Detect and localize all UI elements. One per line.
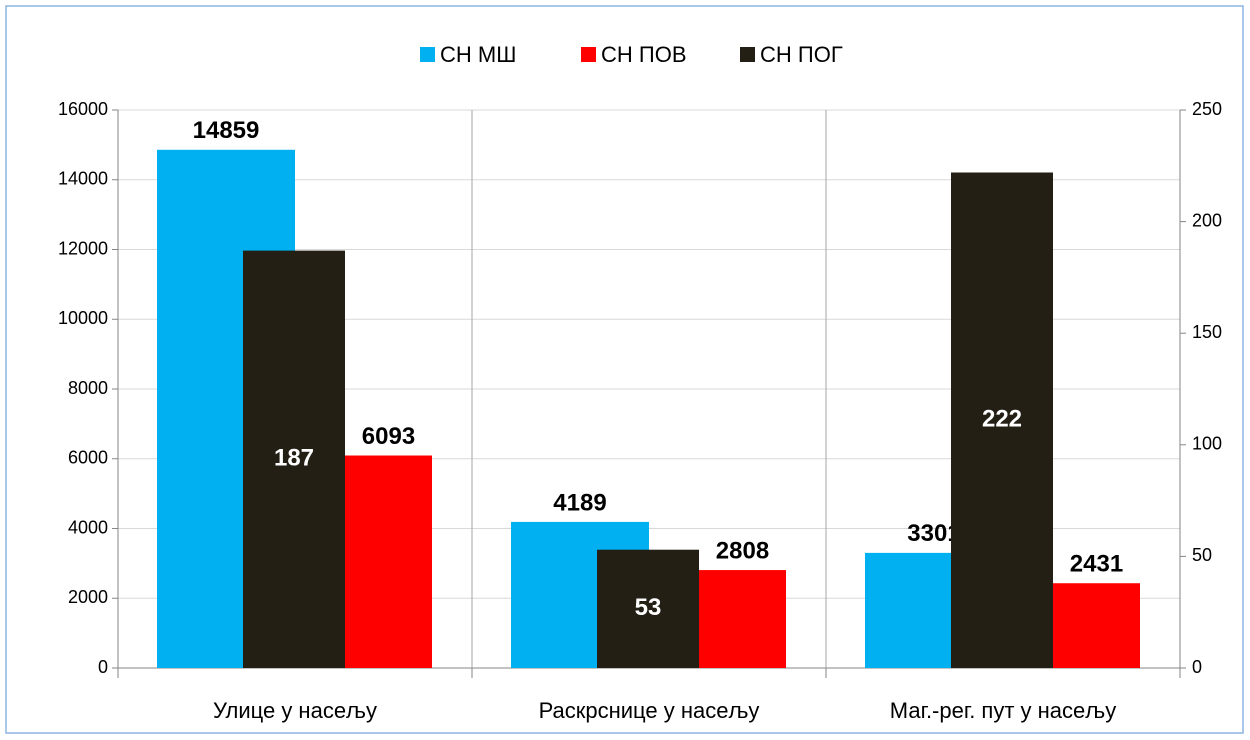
value-label: 2431 bbox=[1070, 551, 1123, 578]
value-label: 2808 bbox=[716, 537, 769, 564]
y2-tick-label: 100 bbox=[1192, 434, 1222, 454]
bar bbox=[699, 570, 786, 668]
legend-label: СН МШ bbox=[440, 42, 516, 67]
x-tick-label: Раскрснице у насељу bbox=[539, 698, 760, 723]
value-label: 187 bbox=[274, 445, 314, 472]
y2-tick-label: 0 bbox=[1192, 657, 1202, 677]
y-tick-label: 0 bbox=[98, 657, 108, 677]
y2-tick-label: 250 bbox=[1192, 99, 1222, 119]
y2-tick-label: 50 bbox=[1192, 545, 1212, 565]
y-tick-label: 10000 bbox=[58, 308, 108, 328]
value-label: 6093 bbox=[362, 423, 415, 450]
value-label: 14859 bbox=[193, 117, 260, 144]
y-tick-label: 8000 bbox=[68, 378, 108, 398]
bar bbox=[345, 455, 432, 668]
legend-label: СН ПОГ bbox=[760, 42, 843, 67]
y-tick-label: 16000 bbox=[58, 99, 108, 119]
x-tick-label: Улице у насељу bbox=[213, 698, 377, 723]
legend-label: СН ПОВ bbox=[601, 42, 687, 67]
y-tick-label: 2000 bbox=[68, 587, 108, 607]
y2-tick-label: 200 bbox=[1192, 210, 1222, 230]
bar bbox=[951, 172, 1053, 668]
y-tick-label: 6000 bbox=[68, 448, 108, 468]
y2-tick-label: 150 bbox=[1192, 322, 1222, 342]
y-tick-label: 14000 bbox=[58, 169, 108, 189]
legend-swatch bbox=[581, 47, 596, 62]
legend-swatch bbox=[420, 47, 435, 62]
value-label: 222 bbox=[982, 406, 1022, 433]
bar bbox=[597, 549, 699, 668]
value-label: 4189 bbox=[553, 489, 606, 516]
bar bbox=[243, 250, 345, 668]
x-tick-label: Маг.-рег. пут у насељу bbox=[890, 698, 1116, 723]
value-label: 53 bbox=[635, 594, 662, 621]
legend-swatch bbox=[740, 47, 755, 62]
y-tick-label: 4000 bbox=[68, 517, 108, 537]
bar bbox=[1053, 583, 1140, 668]
y-tick-label: 12000 bbox=[58, 238, 108, 258]
